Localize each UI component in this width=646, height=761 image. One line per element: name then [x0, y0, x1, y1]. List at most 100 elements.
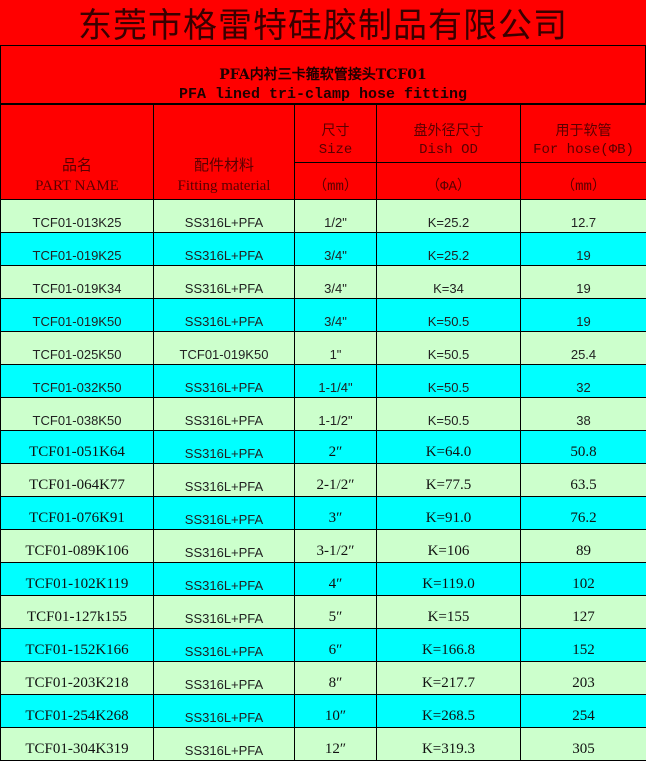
- cell-material: SS316L+PFA: [154, 662, 295, 695]
- cell-part-name: TCF01-102K119: [1, 563, 154, 596]
- cell-hose-size: 19: [521, 266, 646, 299]
- product-title: PFA内衬三卡箍软管接头TCF01 PFA lined tri-clamp ho…: [0, 46, 646, 104]
- cell-hose-size: 254: [521, 695, 646, 728]
- cell-dish-od: K=50.5: [377, 365, 521, 398]
- cell-hose-size: 32: [521, 365, 646, 398]
- cell-part-name: TCF01-127k155: [1, 596, 154, 629]
- cell-size: 5″: [295, 596, 377, 629]
- header-dish-unit: （ΦA）: [377, 163, 521, 200]
- cell-part-name: TCF01-254K268: [1, 695, 154, 728]
- cell-dish-od: K=106: [377, 530, 521, 563]
- cell-hose-size: 19: [521, 299, 646, 332]
- cell-material: SS316L+PFA: [154, 728, 295, 761]
- cell-material: TCF01-019K50: [154, 332, 295, 365]
- cell-hose-size: 305: [521, 728, 646, 761]
- cell-hose-size: 102: [521, 563, 646, 596]
- cell-size: 2-1/2″: [295, 464, 377, 497]
- cell-dish-od: K=50.5: [377, 398, 521, 431]
- cell-part-name: TCF01-064K77: [1, 464, 154, 497]
- cell-part-name: TCF01-051K64: [1, 431, 154, 464]
- cell-hose-size: 203: [521, 662, 646, 695]
- cell-material: SS316L+PFA: [154, 629, 295, 662]
- cell-dish-od: K=50.5: [377, 299, 521, 332]
- cell-material: SS316L+PFA: [154, 299, 295, 332]
- product-title-cn: PFA内衬三卡箍软管接头TCF01: [1, 66, 645, 85]
- cell-material: SS316L+PFA: [154, 596, 295, 629]
- cell-hose-size: 12.7: [521, 200, 646, 233]
- cell-hose-size: 76.2: [521, 497, 646, 530]
- cell-size: 3″: [295, 497, 377, 530]
- cell-hose-size: 127: [521, 596, 646, 629]
- cell-part-name: TCF01-076K91: [1, 497, 154, 530]
- cell-dish-od: K=77.5: [377, 464, 521, 497]
- cell-size: 3/4": [295, 233, 377, 266]
- cell-material: SS316L+PFA: [154, 497, 295, 530]
- cell-hose-size: 63.5: [521, 464, 646, 497]
- company-name: 东莞市格雷特硅胶制品有限公司: [0, 0, 646, 46]
- cell-hose-size: 25.4: [521, 332, 646, 365]
- cell-hose-size: 19: [521, 233, 646, 266]
- cell-size: 3/4": [295, 299, 377, 332]
- cell-size: 4″: [295, 563, 377, 596]
- cell-hose-size: 152: [521, 629, 646, 662]
- cell-dish-od: K=166.8: [377, 629, 521, 662]
- cell-part-name: TCF01-152K166: [1, 629, 154, 662]
- cell-material: SS316L+PFA: [154, 431, 295, 464]
- cell-dish-od: K=50.5: [377, 332, 521, 365]
- cell-material: SS316L+PFA: [154, 398, 295, 431]
- cell-hose-size: 50.8: [521, 431, 646, 464]
- cell-part-name: TCF01-203K218: [1, 662, 154, 695]
- cell-dish-od: K=268.5: [377, 695, 521, 728]
- cell-size: 3/4": [295, 266, 377, 299]
- cell-dish-od: K=25.2: [377, 233, 521, 266]
- header-hose-unit: （mm）: [521, 163, 646, 200]
- cell-size: 8″: [295, 662, 377, 695]
- cell-part-name: TCF01-304K319: [1, 728, 154, 761]
- cell-material: SS316L+PFA: [154, 464, 295, 497]
- cell-dish-od: K=91.0: [377, 497, 521, 530]
- cell-part-name: TCF01-089K106: [1, 530, 154, 563]
- cell-size: 12″: [295, 728, 377, 761]
- cell-material: SS316L+PFA: [154, 200, 295, 233]
- cell-size: 2″: [295, 431, 377, 464]
- cell-size: 3-1/2″: [295, 530, 377, 563]
- product-title-en: PFA lined tri-clamp hose fitting: [1, 85, 645, 104]
- cell-dish-od: K=25.2: [377, 200, 521, 233]
- cell-size: 1/2": [295, 200, 377, 233]
- cell-dish-od: K=34: [377, 266, 521, 299]
- cell-hose-size: 38: [521, 398, 646, 431]
- cell-size: 10″: [295, 695, 377, 728]
- cell-material: SS316L+PFA: [154, 266, 295, 299]
- cell-hose-size: 89: [521, 530, 646, 563]
- cell-part-name: TCF01-019K34: [1, 266, 154, 299]
- cell-dish-od: K=64.0: [377, 431, 521, 464]
- cell-material: SS316L+PFA: [154, 233, 295, 266]
- cell-part-name: TCF01-025K50: [1, 332, 154, 365]
- cell-part-name: TCF01-019K50: [1, 299, 154, 332]
- cell-dish-od: K=119.0: [377, 563, 521, 596]
- cell-material: SS316L+PFA: [154, 695, 295, 728]
- cell-size: 1-1/2": [295, 398, 377, 431]
